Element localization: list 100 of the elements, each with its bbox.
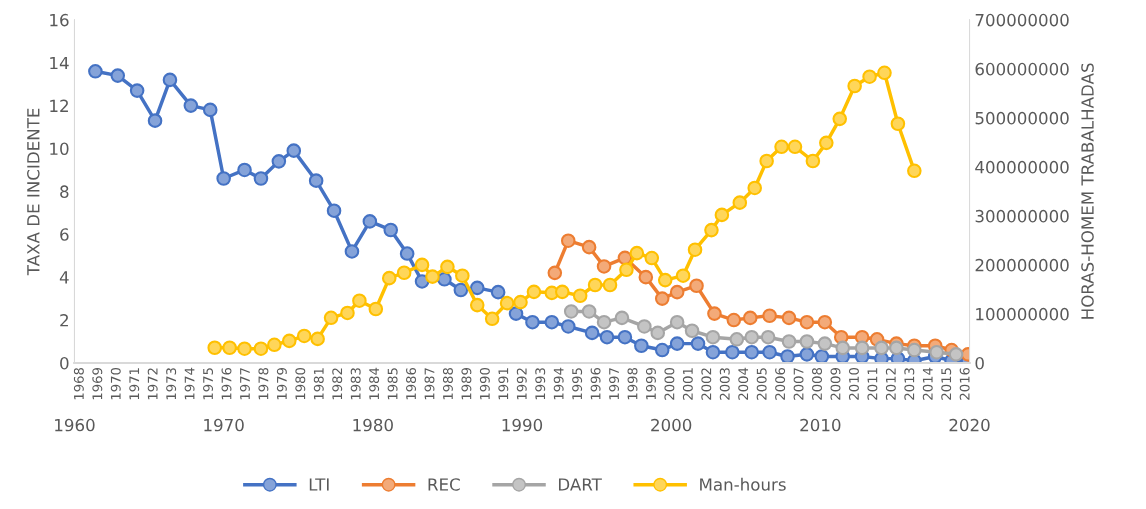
point (654, 342, 670, 358)
point (352, 293, 367, 308)
x2-tick-label: 2013 (904, 368, 915, 400)
y-tick-label: 16 (50, 13, 69, 27)
point (714, 207, 730, 223)
x2-tick-label: 1997 (609, 368, 620, 400)
x2-tick-label: 1983 (350, 368, 361, 400)
point (308, 173, 324, 188)
x2-tick-label: 1971 (129, 368, 140, 400)
point (425, 269, 440, 284)
point (484, 311, 500, 327)
x2-tick-label: 1978 (258, 367, 269, 400)
x-tick-label: 1980 (353, 418, 393, 432)
point (669, 314, 685, 330)
point (704, 222, 719, 238)
x2-tick-label: 2016 (959, 367, 970, 400)
x2-tick-label: 2015 (941, 368, 952, 400)
point (817, 314, 833, 330)
point (207, 340, 222, 356)
point (340, 305, 355, 321)
point (326, 203, 342, 218)
x2-tick-label: 2009 (830, 368, 841, 400)
point (805, 153, 821, 169)
point (742, 310, 758, 326)
point (762, 344, 777, 360)
point (669, 336, 685, 351)
point (469, 297, 485, 313)
x2-tick-label: 1988 (442, 367, 453, 400)
x2-tick-label: 1992 (516, 368, 527, 400)
point (162, 72, 178, 88)
x2-tick-label: 1973 (166, 368, 177, 400)
point (874, 340, 889, 356)
x2-tick-label: 1977 (239, 368, 250, 400)
point (596, 259, 612, 274)
point (183, 98, 199, 113)
x2-tick-label: 1981 (313, 368, 324, 400)
legend-label: REC (428, 478, 460, 491)
point (650, 325, 666, 341)
x2-tick-label: 2000 (664, 367, 675, 400)
x-tick-label: 1960 (55, 418, 95, 432)
x2-tick-label: 1970 (110, 367, 121, 400)
point (596, 314, 612, 330)
x2-tick-label: 1996 (590, 367, 601, 400)
x2-tick-label: 1991 (498, 368, 509, 400)
point (707, 306, 722, 321)
x2-tick-label: 2003 (719, 368, 730, 400)
point (554, 284, 570, 300)
point (617, 329, 633, 345)
point (684, 323, 700, 339)
x2-tick-label: 1972 (147, 368, 158, 400)
point (237, 162, 252, 178)
point (835, 340, 851, 356)
point (799, 347, 815, 362)
x2-tick-label: 1999 (645, 368, 656, 400)
x2-tick-label: 1974 (184, 367, 195, 400)
point (253, 171, 269, 186)
point (310, 331, 325, 347)
point (907, 342, 922, 358)
point (544, 314, 560, 330)
point (381, 270, 397, 286)
point (760, 329, 776, 345)
x2-tick-label: 1968 (73, 367, 84, 400)
x2-tick-label: 1975 (203, 368, 214, 400)
point (344, 244, 360, 259)
y2-tick-label: 600000000 (975, 62, 1069, 76)
point (690, 336, 706, 351)
point (399, 246, 415, 261)
x2-tick-label: 1985 (387, 368, 398, 400)
point (222, 340, 237, 356)
x2-tick-label: 1987 (424, 368, 435, 400)
point (469, 280, 485, 296)
point (88, 64, 103, 79)
point (799, 334, 815, 349)
point (455, 268, 470, 283)
x2-tick-label: 2008 (812, 367, 823, 400)
point (581, 304, 597, 319)
y2-tick-label: 500000000 (975, 111, 1069, 125)
point (929, 344, 944, 360)
point (525, 314, 540, 330)
x2-tick-label: 1980 (295, 367, 306, 400)
point (889, 340, 904, 356)
x2-tick-label: 2011 (867, 368, 878, 400)
x2-tick-label: 1969 (92, 368, 103, 400)
y2-tick-label: 700000000 (975, 13, 1069, 27)
point (657, 272, 673, 288)
legend-label: Man-hours (700, 477, 786, 491)
x2-tick-label: 2002 (701, 368, 712, 400)
point (644, 250, 660, 266)
point (129, 83, 145, 98)
x2-tick-label: 2010 (848, 367, 859, 400)
x-tick-label: 2020 (949, 418, 990, 432)
point (781, 334, 797, 349)
x-tick-label: 2010 (800, 418, 841, 432)
point (799, 314, 815, 330)
point (705, 344, 721, 360)
x2-tick-label: 1976 (221, 367, 232, 400)
point (814, 349, 830, 363)
point (508, 306, 524, 321)
x-tick-label: 1990 (502, 418, 543, 432)
point (669, 284, 685, 300)
